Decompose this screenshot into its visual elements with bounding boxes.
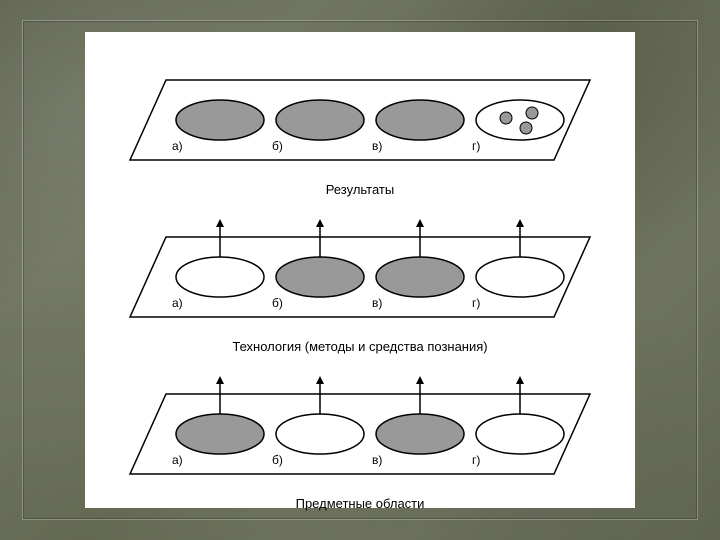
diagram-panel: а) б) в) г) Результаты а) б) в) г) Технология (ме… (85, 32, 635, 508)
ellipse (276, 414, 364, 454)
item-label: в) (372, 296, 382, 310)
arrow-head-icon (416, 219, 424, 227)
item-label: б) (272, 453, 283, 467)
layer: а) б) в) г) Технология (методы и средства по… (85, 197, 635, 354)
ellipse (476, 414, 564, 454)
item-label: г) (472, 296, 480, 310)
item-label: а) (172, 139, 183, 153)
ellipse (376, 257, 464, 297)
ellipse (476, 100, 564, 140)
layer-caption: Результаты (85, 182, 635, 197)
arrow-head-icon (516, 219, 524, 227)
layer-caption: Технология (методы и средства познания) (85, 339, 635, 354)
ellipse (176, 414, 264, 454)
item-label: в) (372, 453, 382, 467)
ellipse (276, 100, 364, 140)
ellipse (376, 414, 464, 454)
arrow-head-icon (316, 376, 324, 384)
ellipse (176, 257, 264, 297)
item-label: а) (172, 453, 183, 467)
ellipse (176, 100, 264, 140)
layer-svg: а) б) в) г) (110, 40, 610, 180)
layer-svg: а) б) в) г) (110, 354, 610, 494)
item-label: г) (472, 139, 480, 153)
layers-container: а) б) в) г) Результаты а) б) в) г) Технология (ме… (85, 40, 635, 511)
dot-icon (526, 107, 538, 119)
dot-icon (520, 122, 532, 134)
dot-icon (500, 112, 512, 124)
layer-svg: а) б) в) г) (110, 197, 610, 337)
ellipse (476, 257, 564, 297)
layer: а) б) в) г) Результаты (85, 40, 635, 197)
item-label: г) (472, 453, 480, 467)
arrow-head-icon (216, 219, 224, 227)
item-label: а) (172, 296, 183, 310)
layer-caption: Предметные области (85, 496, 635, 511)
item-label: б) (272, 139, 283, 153)
arrow-head-icon (316, 219, 324, 227)
arrow-head-icon (416, 376, 424, 384)
arrow-head-icon (216, 376, 224, 384)
item-label: б) (272, 296, 283, 310)
ellipse (276, 257, 364, 297)
ellipse (376, 100, 464, 140)
arrow-head-icon (516, 376, 524, 384)
layer: а) б) в) г) Предметные области (85, 354, 635, 511)
item-label: в) (372, 139, 382, 153)
